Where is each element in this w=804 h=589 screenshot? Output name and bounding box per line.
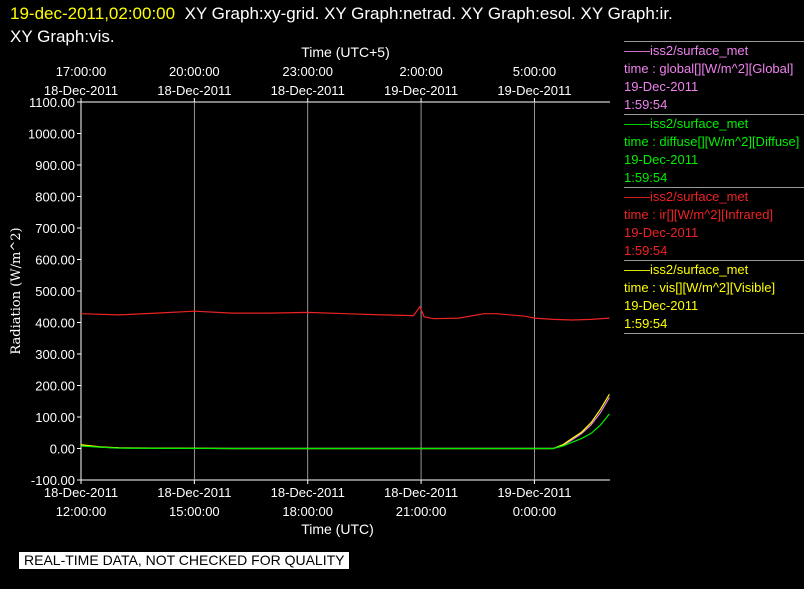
- series-line-diffuse: [80, 413, 610, 450]
- legend-source: ——iss2/surface_met: [624, 116, 749, 131]
- x2-tick-label-time: 20:00:00: [169, 64, 220, 79]
- legend-date: 19-Dec-2011: [624, 79, 699, 94]
- y-tick-label: 1100.00: [29, 95, 75, 110]
- legend-label: time : ir[][W/m^2][Infrared]: [624, 207, 774, 222]
- x-tick-label-time: 0:00:00: [513, 504, 556, 519]
- x2-tick-label-time: 17:00:00: [56, 64, 107, 79]
- x-tick-label-date: 18-Dec-2011: [271, 485, 345, 500]
- y-tick-label: 0.00: [50, 442, 75, 457]
- legend-entry-vis: ——iss2/surface_met time : vis[][W/m^2][V…: [624, 260, 804, 334]
- graph-header-line1: 19-dec-2011,02:00:00 XY Graph:xy-grid. X…: [10, 4, 673, 24]
- y-tick-label: 500.00: [35, 284, 75, 299]
- legend-time: 1:59:54: [624, 243, 668, 258]
- legend-label: time : global[][W/m^2][Global]: [624, 61, 794, 76]
- legend-time: 1:59:54: [624, 97, 668, 112]
- x-tick-label-date: 18-Dec-2011: [44, 485, 118, 500]
- legend-source: ——iss2/surface_met: [624, 189, 749, 204]
- x-tick-label-time: 18:00:00: [282, 504, 333, 519]
- y-tick-label: 400.00: [35, 316, 75, 331]
- legend-entry-diffuse: ——iss2/surface_met time : diffuse[][W/m^…: [624, 114, 804, 187]
- x2-tick-label-date: 18-Dec-2011: [271, 83, 345, 98]
- y-tick-label: 1000.00: [28, 127, 75, 142]
- x-axis-label: Time (UTC): [301, 521, 374, 537]
- y-axis-label: Radiation (W/m^2): [9, 227, 24, 354]
- x2-tick-label-date: 18-Dec-2011: [44, 83, 118, 98]
- x-tick-label-time: 21:00:00: [396, 504, 447, 519]
- y-tick-label: 600.00: [35, 253, 75, 268]
- y-tick-label: -100.00: [31, 473, 75, 488]
- legend-entry-ir: ——iss2/surface_met time : ir[][W/m^2][In…: [624, 187, 804, 260]
- x2-axis-label: Time (UTC+5): [301, 44, 390, 60]
- x2-tick-label-time: 23:00:00: [282, 64, 333, 79]
- x2-tick-label-time: 5:00:00: [513, 64, 556, 79]
- legend-source: ——iss2/surface_met: [624, 262, 749, 277]
- x2-tick-label-date: 18-Dec-2011: [157, 83, 231, 98]
- series-line-global: [80, 397, 610, 450]
- legend-source: ——iss2/surface_met: [624, 43, 749, 58]
- quality-notice: REAL-TIME DATA, NOT CHECKED FOR QUALITY: [19, 552, 350, 569]
- graph-title-line2: XY Graph:vis.: [10, 27, 115, 46]
- x-tick-label-date: 18-Dec-2011: [384, 485, 458, 500]
- legend: ——iss2/surface_met time : global[][W/m^2…: [624, 41, 804, 334]
- legend-time: 1:59:54: [624, 316, 668, 331]
- x-tick-label-time: 12:00:00: [56, 504, 107, 519]
- series-line-vis: [80, 393, 610, 450]
- x-tick-label-date: 19-Dec-2011: [497, 485, 571, 500]
- legend-label: time : vis[][W/m^2][Visible]: [624, 280, 776, 295]
- legend-entry-global: ——iss2/surface_met time : global[][W/m^2…: [624, 41, 804, 114]
- y-tick-label: 100.00: [35, 410, 75, 425]
- legend-date: 19-Dec-2011: [624, 225, 699, 240]
- legend-date: 19-Dec-2011: [624, 298, 699, 313]
- x2-tick-label-date: 19-Dec-2011: [384, 83, 458, 98]
- legend-label: time : diffuse[][W/m^2][Diffuse]: [624, 134, 800, 149]
- legend-date: 19-Dec-2011: [624, 152, 699, 167]
- y-tick-label: 800.00: [35, 190, 75, 205]
- legend-time: 1:59:54: [624, 170, 668, 185]
- x2-tick-label-time: 2:00:00: [399, 64, 442, 79]
- y-tick-label: 900.00: [35, 158, 75, 173]
- graph-title-line1: XY Graph:xy-grid. XY Graph:netrad. XY Gr…: [184, 4, 673, 23]
- x-tick-label-date: 18-Dec-2011: [157, 485, 231, 500]
- series-line-ir: [80, 305, 610, 321]
- x2-tick-label-date: 19-Dec-2011: [497, 83, 571, 98]
- timestamp: 19-dec-2011,02:00:00: [10, 4, 176, 23]
- x-tick-label-time: 15:00:00: [169, 504, 220, 519]
- y-tick-label: 300.00: [35, 347, 75, 362]
- y-tick-label: 700.00: [35, 221, 75, 236]
- y-tick-label: 200.00: [35, 379, 75, 394]
